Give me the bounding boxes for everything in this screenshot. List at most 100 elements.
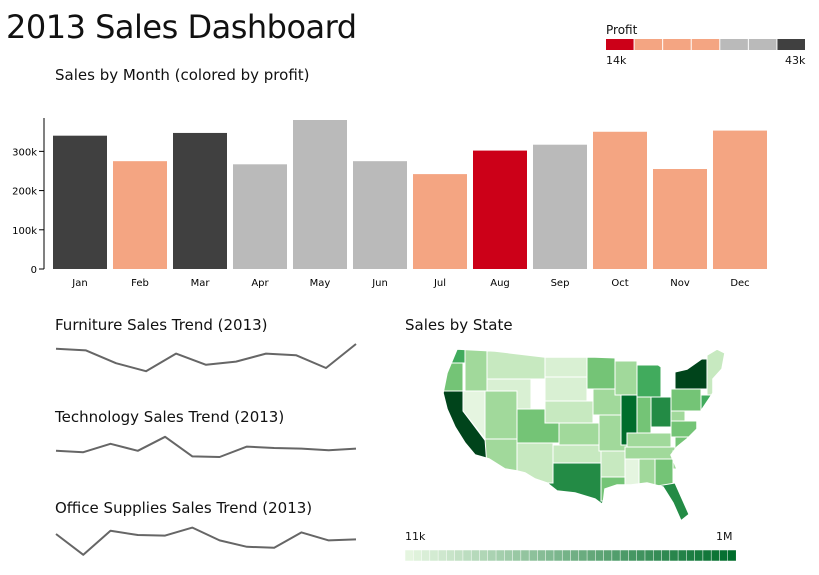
map-legend-bar — [405, 550, 736, 561]
map-legend-max: 1M — [716, 530, 733, 543]
state-montana[interactable] — [486, 350, 546, 380]
x-tick-label: Jan — [71, 278, 87, 289]
map-legend-step — [454, 550, 464, 561]
map-legend-step — [686, 550, 696, 561]
map-legend-step — [545, 550, 555, 561]
state-oklahoma[interactable] — [552, 444, 602, 464]
map-legend-step — [570, 550, 580, 561]
map-legend-step — [694, 550, 704, 561]
x-tick-label: Jul — [433, 278, 446, 289]
state-indiana[interactable] — [636, 396, 652, 434]
bar-mar[interactable] — [173, 132, 227, 269]
profit-legend-bar — [606, 39, 805, 50]
state-south-dakota[interactable] — [544, 376, 588, 402]
state-kansas[interactable] — [558, 422, 600, 446]
x-tick-label: Oct — [611, 278, 628, 289]
bar-sep[interactable] — [533, 144, 587, 269]
x-tick-label: Feb — [131, 278, 149, 289]
map-legend-step — [669, 550, 679, 561]
map-legend-step — [553, 550, 563, 561]
map-legend-step — [619, 550, 629, 561]
sparkline-path — [55, 435, 357, 458]
bar-may[interactable] — [293, 120, 347, 269]
sparkline-path — [55, 343, 357, 373]
map-legend-step — [661, 550, 671, 561]
state-utah[interactable] — [484, 390, 518, 440]
state-michigan[interactable] — [636, 364, 662, 398]
furniture-trend-title: Furniture Sales Trend (2013) — [55, 316, 268, 334]
bar-nov[interactable] — [653, 169, 707, 269]
map-legend-step — [470, 550, 480, 561]
state-wisconsin[interactable] — [614, 360, 638, 396]
x-tick-label: Mar — [191, 278, 211, 289]
map-legend-min: 11k — [405, 530, 426, 543]
state-virginia[interactable] — [670, 420, 710, 438]
map-legend-step — [495, 550, 505, 561]
map-legend-step — [710, 550, 720, 561]
profit-legend-swatch — [663, 39, 691, 50]
profit-legend-swatch — [606, 39, 634, 50]
technology-trend-title: Technology Sales Trend (2013) — [55, 408, 285, 426]
map-legend-step — [487, 550, 497, 561]
profit-legend-swatch — [748, 39, 777, 50]
state-north-dakota[interactable] — [544, 354, 588, 378]
bar-chart: 0 100k 200k 300k Jan Feb Mar Apr May Jun Jul Aug Sep… — [12, 118, 767, 289]
map-legend-step — [520, 550, 530, 561]
profit-legend-swatch — [634, 39, 663, 50]
x-tick-label: Dec — [730, 278, 749, 289]
bar-jan[interactable] — [53, 135, 107, 269]
y-tick-label: 200k — [12, 187, 37, 198]
x-tick-label: Sep — [551, 278, 570, 289]
map-legend-step — [512, 550, 522, 561]
bar-jul[interactable] — [413, 174, 467, 269]
state-tennessee[interactable] — [624, 446, 676, 460]
map-legend-step — [479, 550, 489, 561]
bar-apr[interactable] — [233, 164, 287, 269]
map-legend-step — [421, 550, 431, 561]
state-minnesota[interactable] — [586, 349, 616, 390]
map-legend-step — [413, 550, 422, 561]
x-tick-label: May — [310, 278, 331, 289]
state-new-mexico[interactable] — [516, 442, 554, 484]
profit-legend-max: 43k — [785, 54, 806, 67]
x-tick-label: Aug — [490, 278, 510, 289]
map-legend-step — [462, 550, 472, 561]
bar-aug[interactable] — [473, 150, 527, 269]
map-legend-step — [405, 550, 414, 561]
state-kentucky[interactable] — [626, 432, 672, 448]
state-pennsylvania[interactable] — [670, 388, 702, 412]
state-arkansas[interactable] — [600, 450, 626, 478]
map-title: Sales by State — [405, 316, 513, 334]
map-legend-step — [537, 550, 547, 561]
state-new-york[interactable] — [674, 358, 708, 390]
bar-dec[interactable] — [713, 130, 767, 269]
bar-jun[interactable] — [353, 161, 407, 269]
map-legend-step — [727, 550, 736, 561]
profit-legend-min: 14k — [606, 54, 627, 67]
us-state-map — [435, 343, 726, 523]
office-supplies-sparkline — [55, 526, 357, 556]
profit-legend-swatch — [777, 39, 805, 50]
map-legend-step — [429, 550, 439, 561]
state-nebraska[interactable] — [544, 400, 594, 424]
y-tick-label: 0 — [31, 265, 37, 276]
map-legend-step — [719, 550, 729, 561]
map-legend-step — [586, 550, 596, 561]
bar-oct[interactable] — [593, 131, 647, 269]
map-legend-step — [528, 550, 538, 561]
state-washington[interactable] — [435, 343, 466, 364]
bar-chart-title: Sales by Month (colored by profit) — [55, 66, 310, 84]
map-legend-step — [653, 550, 662, 561]
x-tick-label: Jun — [371, 278, 388, 289]
office-supplies-trend-title: Office Supplies Sales Trend (2013) — [55, 499, 313, 517]
map-legend-step — [677, 550, 687, 561]
profit-legend-swatch — [720, 39, 748, 50]
x-tick-label: Apr — [251, 278, 269, 289]
map-legend-step — [595, 550, 605, 561]
map-legend-step — [611, 550, 621, 561]
map-legend-step — [603, 550, 613, 561]
state-ohio[interactable] — [650, 396, 672, 428]
map-legend-step — [636, 550, 646, 561]
bar-feb[interactable] — [113, 161, 167, 269]
map-legend-step — [628, 550, 638, 561]
